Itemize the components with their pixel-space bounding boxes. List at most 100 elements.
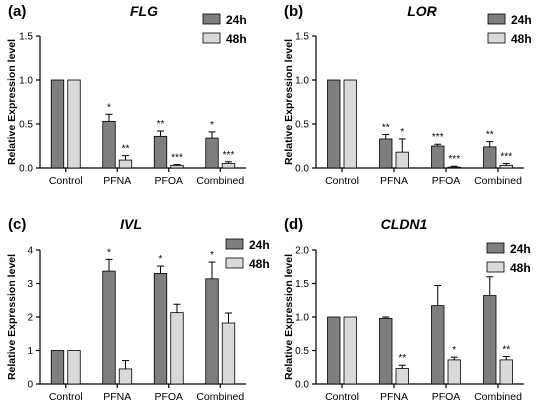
- bar-48h-pfoa: [447, 166, 461, 169]
- legend-swatch-24h: [487, 13, 506, 25]
- x-tick-label: PFOA: [432, 391, 461, 403]
- bar-24h-control: [50, 79, 65, 169]
- y-tick-label: 3: [27, 279, 33, 290]
- x-tick-label: Control: [49, 391, 83, 403]
- bar-48h-combined: [499, 359, 513, 385]
- significance-marker: **: [486, 130, 494, 141]
- legend-swatch-24h: [202, 13, 221, 25]
- chart-title: IVL: [120, 216, 142, 232]
- bar-48h-combined: [221, 163, 236, 169]
- significance-marker: *: [400, 127, 404, 138]
- y-axis-label: Relative Expression level: [6, 254, 18, 380]
- x-tick-label: Combined: [196, 391, 244, 403]
- y-tick-label: 1.0: [295, 313, 309, 324]
- bar-48h-pfoa: [447, 359, 461, 385]
- bar-24h-control: [327, 79, 341, 169]
- y-tick-label: 0.0: [19, 164, 33, 175]
- x-tick-label: PFOA: [154, 175, 183, 187]
- y-tick-label: 2: [27, 313, 33, 324]
- legend-swatch-24h: [225, 238, 244, 250]
- y-tick-label: 0.5: [295, 120, 309, 131]
- legend-label: 48h: [226, 32, 247, 46]
- legend-label: 48h: [249, 257, 270, 271]
- bar-24h-pfoa: [431, 145, 445, 169]
- y-tick-label: 1.5: [295, 279, 309, 290]
- panel-label: (c): [8, 216, 26, 233]
- x-tick-label: PFNA: [380, 175, 408, 187]
- y-axis-label: Relative Expression level: [6, 39, 18, 165]
- x-tick-label: Control: [49, 175, 83, 187]
- bar-48h-pfoa: [170, 164, 184, 169]
- bar-24h-control: [50, 350, 65, 385]
- significance-marker: ***: [448, 154, 460, 165]
- significance-marker: ***: [500, 152, 512, 163]
- y-tick-label: 1: [27, 346, 33, 357]
- significance-marker: **: [398, 353, 406, 364]
- legend-label: 48h: [511, 32, 532, 46]
- significance-marker: *: [107, 247, 111, 258]
- bar-24h-control: [327, 316, 341, 385]
- bar-24h-pfna: [379, 138, 393, 169]
- bar-48h-pfna: [118, 368, 133, 385]
- y-tick-label: 0.0: [295, 380, 309, 391]
- bar-24h-combined: [483, 295, 497, 385]
- x-tick-label: Combined: [474, 391, 522, 403]
- legend-label: 24h: [510, 242, 531, 256]
- x-tick-label: PFNA: [103, 175, 131, 187]
- bar-48h-pfna: [395, 368, 409, 385]
- bar-48h-pfoa: [170, 312, 184, 385]
- bar-24h-pfna: [379, 317, 393, 385]
- bar-24h-combined: [205, 278, 219, 385]
- y-axis-label: Relative Expression level: [283, 39, 295, 165]
- significance-marker: **: [382, 123, 390, 134]
- panel-label: (d): [284, 216, 303, 233]
- y-axis-label: Relative Expression level: [283, 254, 295, 380]
- significance-marker: **: [502, 345, 510, 356]
- bar-48h-control: [67, 79, 81, 169]
- chart-title: LOR: [407, 3, 437, 19]
- bar-48h-pfna: [118, 159, 133, 169]
- panel-label: (b): [284, 3, 303, 20]
- legend-swatch-48h: [225, 257, 244, 269]
- significance-marker: *: [210, 120, 214, 131]
- y-tick-label: 1.5: [295, 32, 309, 43]
- y-tick-label: 0.5: [19, 120, 33, 131]
- bar-24h-combined: [205, 137, 219, 169]
- legend-label: 24h: [226, 13, 247, 27]
- bar-48h-combined: [221, 322, 236, 385]
- x-tick-label: PFOA: [154, 391, 183, 403]
- legend-label: 24h: [511, 13, 532, 27]
- x-tick-label: Combined: [474, 175, 522, 187]
- legend-swatch-48h: [486, 261, 505, 273]
- x-tick-label: PFNA: [103, 391, 131, 403]
- y-tick-label: 0.0: [295, 164, 309, 175]
- significance-marker: *: [107, 102, 111, 113]
- bar-48h-control: [343, 79, 357, 169]
- panel-label: (a): [8, 3, 26, 20]
- significance-marker: *: [159, 254, 163, 265]
- significance-marker: ***: [432, 132, 444, 143]
- legend-swatch-48h: [487, 32, 506, 44]
- y-tick-label: 1.0: [295, 76, 309, 87]
- legend-label: 24h: [249, 238, 270, 252]
- x-tick-label: Control: [325, 175, 359, 187]
- bar-48h-combined: [499, 164, 513, 169]
- chart-title: FLG: [130, 3, 158, 19]
- bar-24h-pfoa: [431, 305, 445, 385]
- x-tick-label: PFNA: [380, 391, 408, 403]
- bar-48h-control: [343, 316, 357, 385]
- bar-24h-pfna: [102, 270, 116, 385]
- significance-marker: **: [157, 119, 165, 130]
- significance-marker: *: [210, 250, 214, 261]
- y-tick-label: 0.5: [295, 346, 309, 357]
- bar-24h-pfoa: [153, 273, 168, 385]
- significance-marker: ***: [171, 152, 183, 163]
- y-tick-label: 4: [27, 246, 33, 257]
- chart-title: CLDN1: [381, 216, 428, 232]
- significance-marker: ***: [223, 150, 235, 161]
- bar-24h-pfoa: [153, 135, 168, 169]
